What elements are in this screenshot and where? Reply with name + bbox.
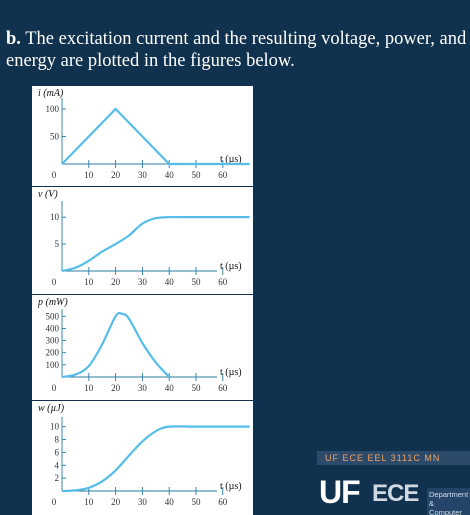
y-tick-label: 2 [55,473,60,483]
y-axis-label: w (µJ) [38,403,65,414]
logo-ece: ECE [372,480,419,507]
x-axis-unit: t (µs) [220,367,242,378]
y-tick-label: 400 [46,323,60,333]
x-tick-label: 30 [138,383,148,393]
logo-uf: UF [319,474,361,510]
x-tick-label: 20 [111,497,121,507]
part-text: The excitation current and the resulting… [6,29,467,71]
x-tick-label: 20 [111,383,121,393]
y-axis-label: p (mW) [37,297,68,308]
x-tick-label: 60 [218,497,228,507]
x-tick-label: 0 [52,383,57,393]
y-tick-label: 6 [55,447,60,457]
y-axis-label: i (mA) [38,88,64,99]
x-tick-label: 40 [165,277,175,287]
energy-curve [61,425,250,493]
y-tick-label: 100 [46,360,60,370]
current-chart: i (mA) 50 100 0 10 20 30 40 50 60 t (µs) [38,88,250,180]
x-tick-label: 20 [111,277,121,287]
x-tick-label: 10 [84,277,94,287]
energy-chart: w (µJ) 2 4 6 8 10 0 10 20 30 40 50 60 t (µs) [38,403,250,507]
x-tick-label: 40 [165,170,175,180]
part-label: b. [6,29,21,49]
voltage-curve [61,215,250,273]
x-tick-label: 20 [111,170,121,180]
power-chart: p (mW) 100 200 300 400 500 0 10 20 30 40 50 60 t (µs) [37,297,242,393]
power-curve [61,311,171,379]
logo-department: Department & Computer [427,488,470,515]
x-axis-unit: t (µs) [220,261,242,272]
x-axis-unit: t (µs) [220,154,242,165]
uf-ece-logo: UF ECE Department & Computer [319,472,470,515]
energy-plot: w (µJ) 2 4 6 8 10 0 10 20 30 40 50 60 t (µs) [32,401,253,515]
x-tick-label: 0 [52,497,57,507]
voltage-plot: v (V) 5 10 0 10 20 30 40 50 60 t (µs) [32,187,253,294]
y-tick-label: 500 [46,311,60,321]
slide-text: b. The excitation current and the result… [6,28,468,72]
x-axis-unit: t (µs) [220,481,242,492]
x-tick-label: 50 [192,497,202,507]
course-banner: UF ECE EEL 3111C MN [317,451,470,465]
x-tick-label: 30 [138,170,148,180]
x-tick-label: 30 [138,497,148,507]
x-tick-label: 10 [84,170,94,180]
y-tick-label: 50 [50,132,60,142]
x-tick-label: 30 [138,277,148,287]
x-tick-label: 50 [192,383,202,393]
y-tick-label: 8 [55,435,60,445]
voltage-chart: v (V) 5 10 0 10 20 30 40 50 60 t (µs) [38,189,250,287]
current-plot: i (mA) 50 100 0 10 20 30 40 50 60 t (µs) [32,86,253,186]
x-tick-label: 60 [218,383,228,393]
x-tick-label: 0 [52,277,57,287]
y-tick-label: 10 [50,422,60,432]
current-curve [61,107,250,166]
y-axis-label: v (V) [38,189,58,200]
x-tick-label: 0 [52,170,57,180]
y-tick-label: 100 [46,104,60,114]
y-tick-label: 5 [55,239,60,249]
x-tick-label: 40 [165,497,175,507]
x-tick-label: 60 [218,170,228,180]
y-tick-label: 10 [50,212,60,222]
x-tick-label: 60 [218,277,228,287]
x-tick-label: 50 [192,277,202,287]
x-tick-label: 10 [84,497,94,507]
y-tick-label: 200 [46,348,60,358]
x-tick-label: 10 [84,383,94,393]
x-tick-label: 40 [165,383,175,393]
power-plot: p (mW) 100 200 300 400 500 0 10 20 30 40 50 60 t (µs) [32,295,253,400]
y-tick-label: 300 [46,336,60,346]
x-tick-label: 50 [192,170,202,180]
y-tick-label: 4 [55,460,60,470]
